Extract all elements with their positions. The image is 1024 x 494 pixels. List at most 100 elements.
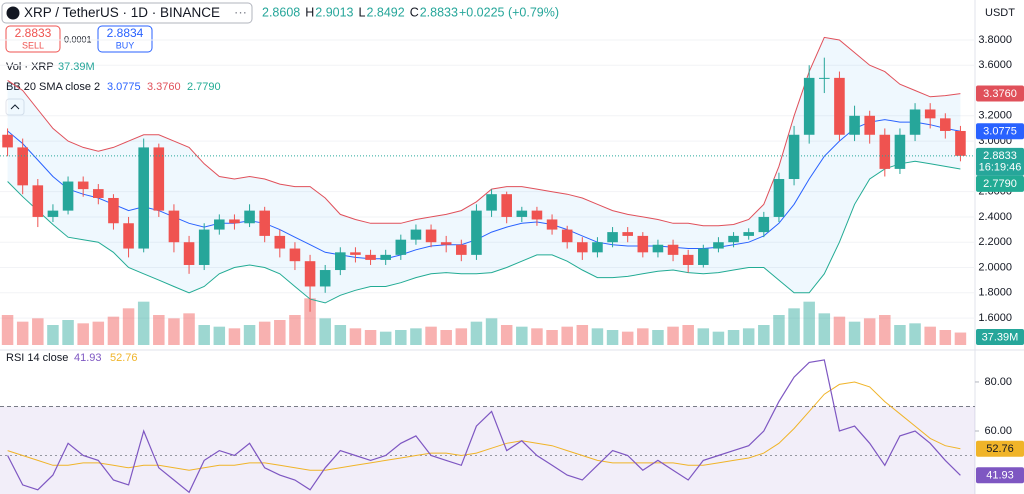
- symbol-box[interactable]: [1, 2, 253, 24]
- volume-bar: [773, 315, 785, 345]
- candle-body: [274, 235, 286, 249]
- volume-bar: [334, 325, 347, 345]
- volume-bar: [682, 325, 694, 345]
- volume-bar: [107, 316, 120, 345]
- candle-body: [909, 109, 921, 135]
- volume-bar: [47, 325, 59, 345]
- currency[interactable]: USDT: [985, 7, 1015, 19]
- volume-bar: [652, 330, 664, 345]
- volume-bar: [410, 328, 422, 345]
- ohlc-letter: C: [410, 6, 419, 20]
- buy-price: 2.8834: [107, 26, 144, 40]
- volume-bar: [258, 321, 271, 345]
- volume-bar: [243, 325, 256, 345]
- candle-body: [788, 134, 800, 180]
- candle-body: [834, 77, 845, 135]
- candle-body: [244, 210, 255, 224]
- bb-basis-axis-label-box: [976, 123, 1024, 140]
- sell-button[interactable]: [5, 25, 61, 53]
- volume-bar: [395, 330, 407, 345]
- candle-body: [183, 242, 195, 265]
- candle-body: [652, 244, 664, 253]
- bb-legend: BB 20 SMA close 2: [6, 81, 100, 93]
- candle-body: [592, 242, 603, 253]
- candle-body: [335, 252, 346, 271]
- ohlc-value: 2.8608: [262, 6, 300, 20]
- sell-price: 2.8833: [15, 26, 52, 40]
- countdown: 16:19:46: [979, 162, 1022, 174]
- bb-lower-value: 2.7790: [187, 81, 221, 93]
- volume-axis-label: 37.39M: [982, 331, 1019, 343]
- candle-body: [849, 115, 860, 135]
- candle-body: [440, 242, 452, 245]
- candle-body: [123, 223, 134, 249]
- volume-bar: [516, 326, 528, 345]
- volume-bar: [879, 315, 891, 345]
- rsi-ma-axis-label: 52.76: [986, 443, 1014, 455]
- volume-bar: [92, 321, 105, 345]
- ohlc-value: 2.9013: [315, 6, 353, 20]
- volume-bar: [500, 325, 513, 345]
- spread: 0.0001: [64, 34, 92, 44]
- candle-body: [395, 239, 407, 255]
- rsi-band: [0, 406, 975, 494]
- candle-body: [955, 130, 966, 156]
- volume-bar: [637, 328, 649, 345]
- candle-body: [2, 134, 13, 148]
- candle-body: [138, 147, 149, 249]
- volume-bar: [198, 325, 210, 345]
- volume-bar: [939, 330, 952, 345]
- sell-label: SELL: [22, 40, 44, 50]
- volume-legend-value: 37.39M: [58, 61, 95, 73]
- rsi-legend: RSI 14 close: [6, 352, 68, 364]
- candle-body: [486, 194, 497, 211]
- candle-body: [289, 248, 301, 262]
- candle-body: [819, 77, 830, 79]
- volume-bar: [274, 320, 286, 345]
- candle-body: [62, 181, 74, 211]
- candle-body: [425, 229, 437, 243]
- volume-bar: [576, 325, 589, 345]
- candle-body: [456, 244, 467, 255]
- rsi-ma-axis-label-box: [976, 440, 1024, 457]
- y-tick-label: 1.8000: [978, 287, 1012, 299]
- ohlc-letter: L: [359, 6, 366, 20]
- more-icon[interactable]: ···: [234, 4, 247, 19]
- volume-bar: [742, 328, 755, 345]
- volume-bar: [909, 323, 921, 345]
- candle-body: [365, 254, 376, 260]
- volume-bar: [213, 326, 226, 345]
- candle-body: [516, 210, 528, 217]
- volume-bar: [32, 318, 44, 345]
- volume-bar: [954, 332, 967, 345]
- candle-body: [924, 109, 936, 119]
- bb-lower: [7, 160, 961, 304]
- candle-body: [637, 235, 649, 253]
- candle-body: [622, 232, 633, 236]
- rsi-axis-label-box: [976, 467, 1024, 484]
- volume-bar: [833, 316, 846, 345]
- volume-bar: [712, 331, 725, 345]
- rsi-axis-label: 41.93: [986, 470, 1014, 482]
- volume-bar: [470, 321, 483, 345]
- candle-body: [304, 261, 316, 287]
- ohlc-value: 2.8833: [420, 6, 458, 20]
- price-axis-label: 2.8833: [983, 150, 1017, 162]
- volume-bar: [183, 313, 195, 345]
- volume-bar: [364, 330, 377, 345]
- collapse-button[interactable]: [5, 98, 25, 116]
- candle-body: [501, 194, 512, 217]
- volume-bar: [319, 318, 331, 345]
- bb-basis-axis-label: 3.0775: [983, 126, 1017, 138]
- y-tick-label: 2.0000: [978, 261, 1012, 273]
- volume-bar: [546, 330, 558, 345]
- candle-body: [259, 210, 270, 236]
- buy-button[interactable]: [97, 25, 153, 53]
- candle-body: [380, 254, 391, 260]
- bb-basis-value: 3.0775: [107, 81, 141, 93]
- volume-bar: [758, 325, 770, 345]
- candle-body: [743, 232, 754, 236]
- volume-bar: [289, 315, 301, 345]
